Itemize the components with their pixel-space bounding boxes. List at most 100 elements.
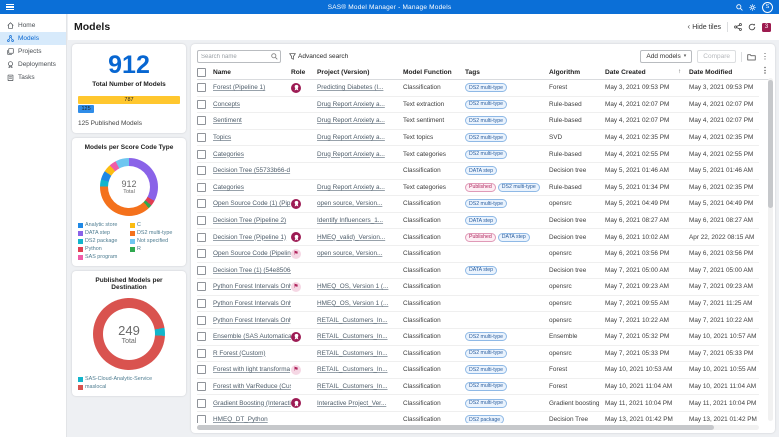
- hide-tiles-button[interactable]: ‹ Hide tiles: [687, 22, 721, 31]
- column-header-name[interactable]: Name: [213, 68, 231, 76]
- project-version-link[interactable]: RETAIL_Customers_In...: [317, 316, 388, 324]
- table-row[interactable]: R Forest (Custom) RETAIL_Customers_In... C…: [197, 346, 759, 363]
- table-row[interactable]: Decision Tree (Pipeline 1) HMEQ_valid)_Ve…: [197, 229, 759, 246]
- project-version-link[interactable]: HMEQ_valid)_Version...: [317, 233, 386, 241]
- table-row[interactable]: Categories Drug Report Anxiety a... Text c…: [197, 146, 759, 163]
- row-checkbox[interactable]: [197, 381, 206, 391]
- model-name-link[interactable]: Sentiment: [213, 117, 242, 125]
- table-row[interactable]: Gradient Boosting (Interacti Interactive …: [197, 395, 759, 412]
- project-version-link[interactable]: RETAIL_Customers_In...: [317, 349, 388, 357]
- sidebar-item-projects[interactable]: Projects: [0, 45, 66, 58]
- search-icon[interactable]: [736, 3, 743, 11]
- column-header-algorithm[interactable]: Algorithm: [549, 68, 581, 76]
- project-version-link[interactable]: Drug Report Anxiety a...: [317, 134, 385, 142]
- row-checkbox[interactable]: [197, 99, 206, 109]
- row-checkbox[interactable]: [197, 199, 206, 209]
- table-row[interactable]: Python Forest Intervals Only RETAIL_Custo…: [197, 312, 759, 329]
- model-name-link[interactable]: Decision Tree (55733b66-d: [213, 167, 291, 175]
- project-version-link[interactable]: Drug Report Anxiety a...: [317, 100, 385, 108]
- column-options-icon[interactable]: ⋮: [761, 66, 769, 75]
- row-checkbox[interactable]: [197, 398, 206, 408]
- row-checkbox[interactable]: [197, 299, 206, 309]
- row-checkbox[interactable]: [197, 216, 206, 226]
- share-icon[interactable]: [734, 23, 742, 31]
- model-name-link[interactable]: Open Source Code (1) (Pip: [213, 200, 291, 208]
- model-name-link[interactable]: Python Forest Intervals Only: [213, 300, 291, 308]
- row-checkbox[interactable]: [197, 315, 206, 325]
- row-checkbox[interactable]: [197, 133, 206, 143]
- project-version-link[interactable]: open source, Version...: [317, 200, 383, 208]
- search-icon[interactable]: [271, 53, 278, 60]
- table-row[interactable]: Forest with VarReduce (Cus RETAIL_Custome…: [197, 379, 759, 396]
- row-checkbox[interactable]: [197, 116, 206, 126]
- table-row[interactable]: Forest (Pipeline 1) Predicting Diabetes (…: [197, 80, 759, 97]
- more-options-icon[interactable]: ⋮: [761, 51, 769, 61]
- column-header-date-created[interactable]: Date Created ↑: [605, 68, 681, 76]
- sidebar-item-home[interactable]: Home: [0, 19, 66, 32]
- select-all-checkbox[interactable]: [197, 67, 206, 77]
- model-name-link[interactable]: Open Source Code (Pipelin: [213, 250, 291, 258]
- add-models-button[interactable]: Add models ▾: [640, 50, 693, 63]
- row-checkbox[interactable]: [197, 166, 206, 176]
- sidebar-item-models[interactable]: Models: [0, 32, 66, 45]
- horizontal-scrollbar[interactable]: [197, 425, 759, 430]
- model-name-link[interactable]: Forest with VarReduce (Cus: [213, 382, 291, 390]
- vertical-scrollbar-thumb[interactable]: [768, 80, 773, 208]
- project-version-link[interactable]: HMEQ_OS, Version 1 (...: [317, 300, 389, 308]
- table-row[interactable]: Concepts Drug Report Anxiety a... Text ext…: [197, 97, 759, 114]
- settings-gear-icon[interactable]: [749, 3, 756, 11]
- table-row[interactable]: Decision Tree (Pipeline 2) Identify Influ…: [197, 213, 759, 230]
- compare-button[interactable]: Compare: [697, 50, 736, 63]
- project-version-link[interactable]: Drug Report Anxiety a...: [317, 183, 385, 191]
- table-row[interactable]: HMEQ_DT_Python Classification DS2 package D…: [197, 412, 759, 423]
- table-row[interactable]: Categories Drug Report Anxiety a... Text c…: [197, 180, 759, 197]
- model-name-link[interactable]: Forest with light transforma: [213, 366, 291, 374]
- table-row[interactable]: Forest with light transforma ⚑ RETAIL_Cust…: [197, 362, 759, 379]
- row-checkbox[interactable]: [197, 348, 206, 358]
- project-version-link[interactable]: Interactive Project_Ver...: [317, 399, 387, 407]
- refresh-icon[interactable]: [748, 23, 756, 31]
- table-row[interactable]: Sentiment Drug Report Anxiety a... Text se…: [197, 113, 759, 130]
- advanced-search-button[interactable]: Advanced search: [289, 53, 348, 60]
- row-checkbox[interactable]: [197, 282, 206, 292]
- horizontal-scrollbar-thumb[interactable]: [197, 425, 715, 430]
- sidebar-item-tasks[interactable]: Tasks: [0, 71, 66, 84]
- model-name-link[interactable]: Python Forest Intervals Only: [213, 316, 291, 324]
- notification-badge[interactable]: 3: [762, 22, 771, 32]
- model-name-link[interactable]: R Forest (Custom): [213, 349, 266, 357]
- column-header-date-modified[interactable]: Date Modified: [689, 68, 733, 76]
- column-header-project[interactable]: Project (Version): [317, 68, 370, 76]
- project-version-link[interactable]: RETAIL_Customers_In...: [317, 382, 388, 390]
- hamburger-menu-icon[interactable]: [6, 3, 14, 11]
- model-name-link[interactable]: Categories: [213, 183, 244, 191]
- table-row[interactable]: Open Source Code (Pipelin ⚑ open source, V…: [197, 246, 759, 263]
- table-row[interactable]: Decision Tree (55733b66-d Classification D…: [197, 163, 759, 180]
- row-checkbox[interactable]: [197, 149, 206, 159]
- project-version-link[interactable]: HMEQ_OS, Version 1 (...: [317, 283, 389, 291]
- table-row[interactable]: Python Forest Intervals Only ⚑ HMEQ_OS, Ve…: [197, 279, 759, 296]
- model-name-link[interactable]: Topics: [213, 134, 232, 142]
- model-name-link[interactable]: Concepts: [213, 100, 240, 108]
- project-version-link[interactable]: Predicting Diabetes (I...: [317, 84, 384, 92]
- column-header-role[interactable]: Role: [291, 68, 306, 76]
- model-name-link[interactable]: Gradient Boosting (Interacti: [213, 399, 291, 407]
- user-avatar[interactable]: S: [762, 1, 773, 13]
- column-header-tags[interactable]: Tags: [465, 68, 480, 76]
- model-name-link[interactable]: Decision Tree (Pipeline 1): [213, 233, 287, 241]
- row-checkbox[interactable]: [197, 83, 206, 93]
- table-row[interactable]: Ensemble (SAS Automatica RETAIL_Customers…: [197, 329, 759, 346]
- row-checkbox[interactable]: [197, 265, 206, 275]
- model-name-link[interactable]: Decision Tree (1) (54e85064: [213, 266, 291, 274]
- table-row[interactable]: Python Forest Intervals Only HMEQ_OS, Ver…: [197, 296, 759, 313]
- table-row[interactable]: Open Source Code (1) (Pip open source, Ve…: [197, 196, 759, 213]
- project-version-link[interactable]: open source, Version...: [317, 250, 383, 258]
- table-row[interactable]: Decision Tree (1) (54e85064 Classificatio…: [197, 263, 759, 280]
- model-name-link[interactable]: Python Forest Intervals Only: [213, 283, 291, 291]
- model-name-link[interactable]: Ensemble (SAS Automatica: [213, 333, 291, 341]
- sidebar-item-deployments[interactable]: Deployments: [0, 58, 66, 71]
- row-checkbox[interactable]: [197, 249, 206, 259]
- row-checkbox[interactable]: [197, 365, 206, 375]
- model-name-link[interactable]: Decision Tree (Pipeline 2): [213, 217, 287, 225]
- model-name-link[interactable]: Forest (Pipeline 1): [213, 84, 266, 92]
- folder-icon[interactable]: [747, 53, 756, 61]
